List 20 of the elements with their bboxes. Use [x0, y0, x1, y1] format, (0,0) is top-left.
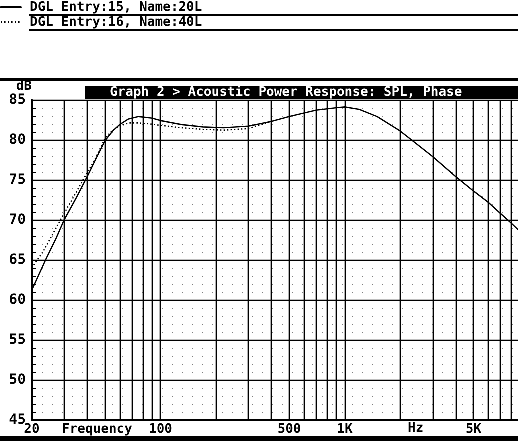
y-tick-label: 50 [9, 372, 26, 388]
y-tick-label: 70 [9, 212, 26, 228]
x-axis-title: Frequency [62, 422, 133, 437]
y-tick-label: 65 [9, 252, 26, 268]
x-tick-label: 1K [337, 422, 353, 437]
y-tick-label: 80 [9, 132, 26, 148]
y-tick-label: 75 [9, 172, 26, 188]
y-tick-label: 55 [9, 332, 26, 348]
chart-title: Graph 2 > Acoustic Power Response: SPL, Phase [110, 85, 462, 100]
x-tick-label: 500 [278, 422, 302, 437]
y-tick-label: 60 [9, 292, 26, 308]
legend-label: DGL Entry:15, Name:20L [30, 0, 202, 15]
y-tick-label: 45 [9, 412, 26, 428]
x-tick-label: 5K [466, 422, 482, 437]
legend-label: DGL Entry:16, Name:40L [30, 15, 202, 30]
y-tick-label: 85 [9, 92, 26, 108]
x-tick-label: 100 [149, 422, 173, 437]
y-axis-title: dB [16, 79, 32, 94]
text: Hz [408, 421, 424, 436]
x-tick-label: 20 [24, 422, 40, 437]
